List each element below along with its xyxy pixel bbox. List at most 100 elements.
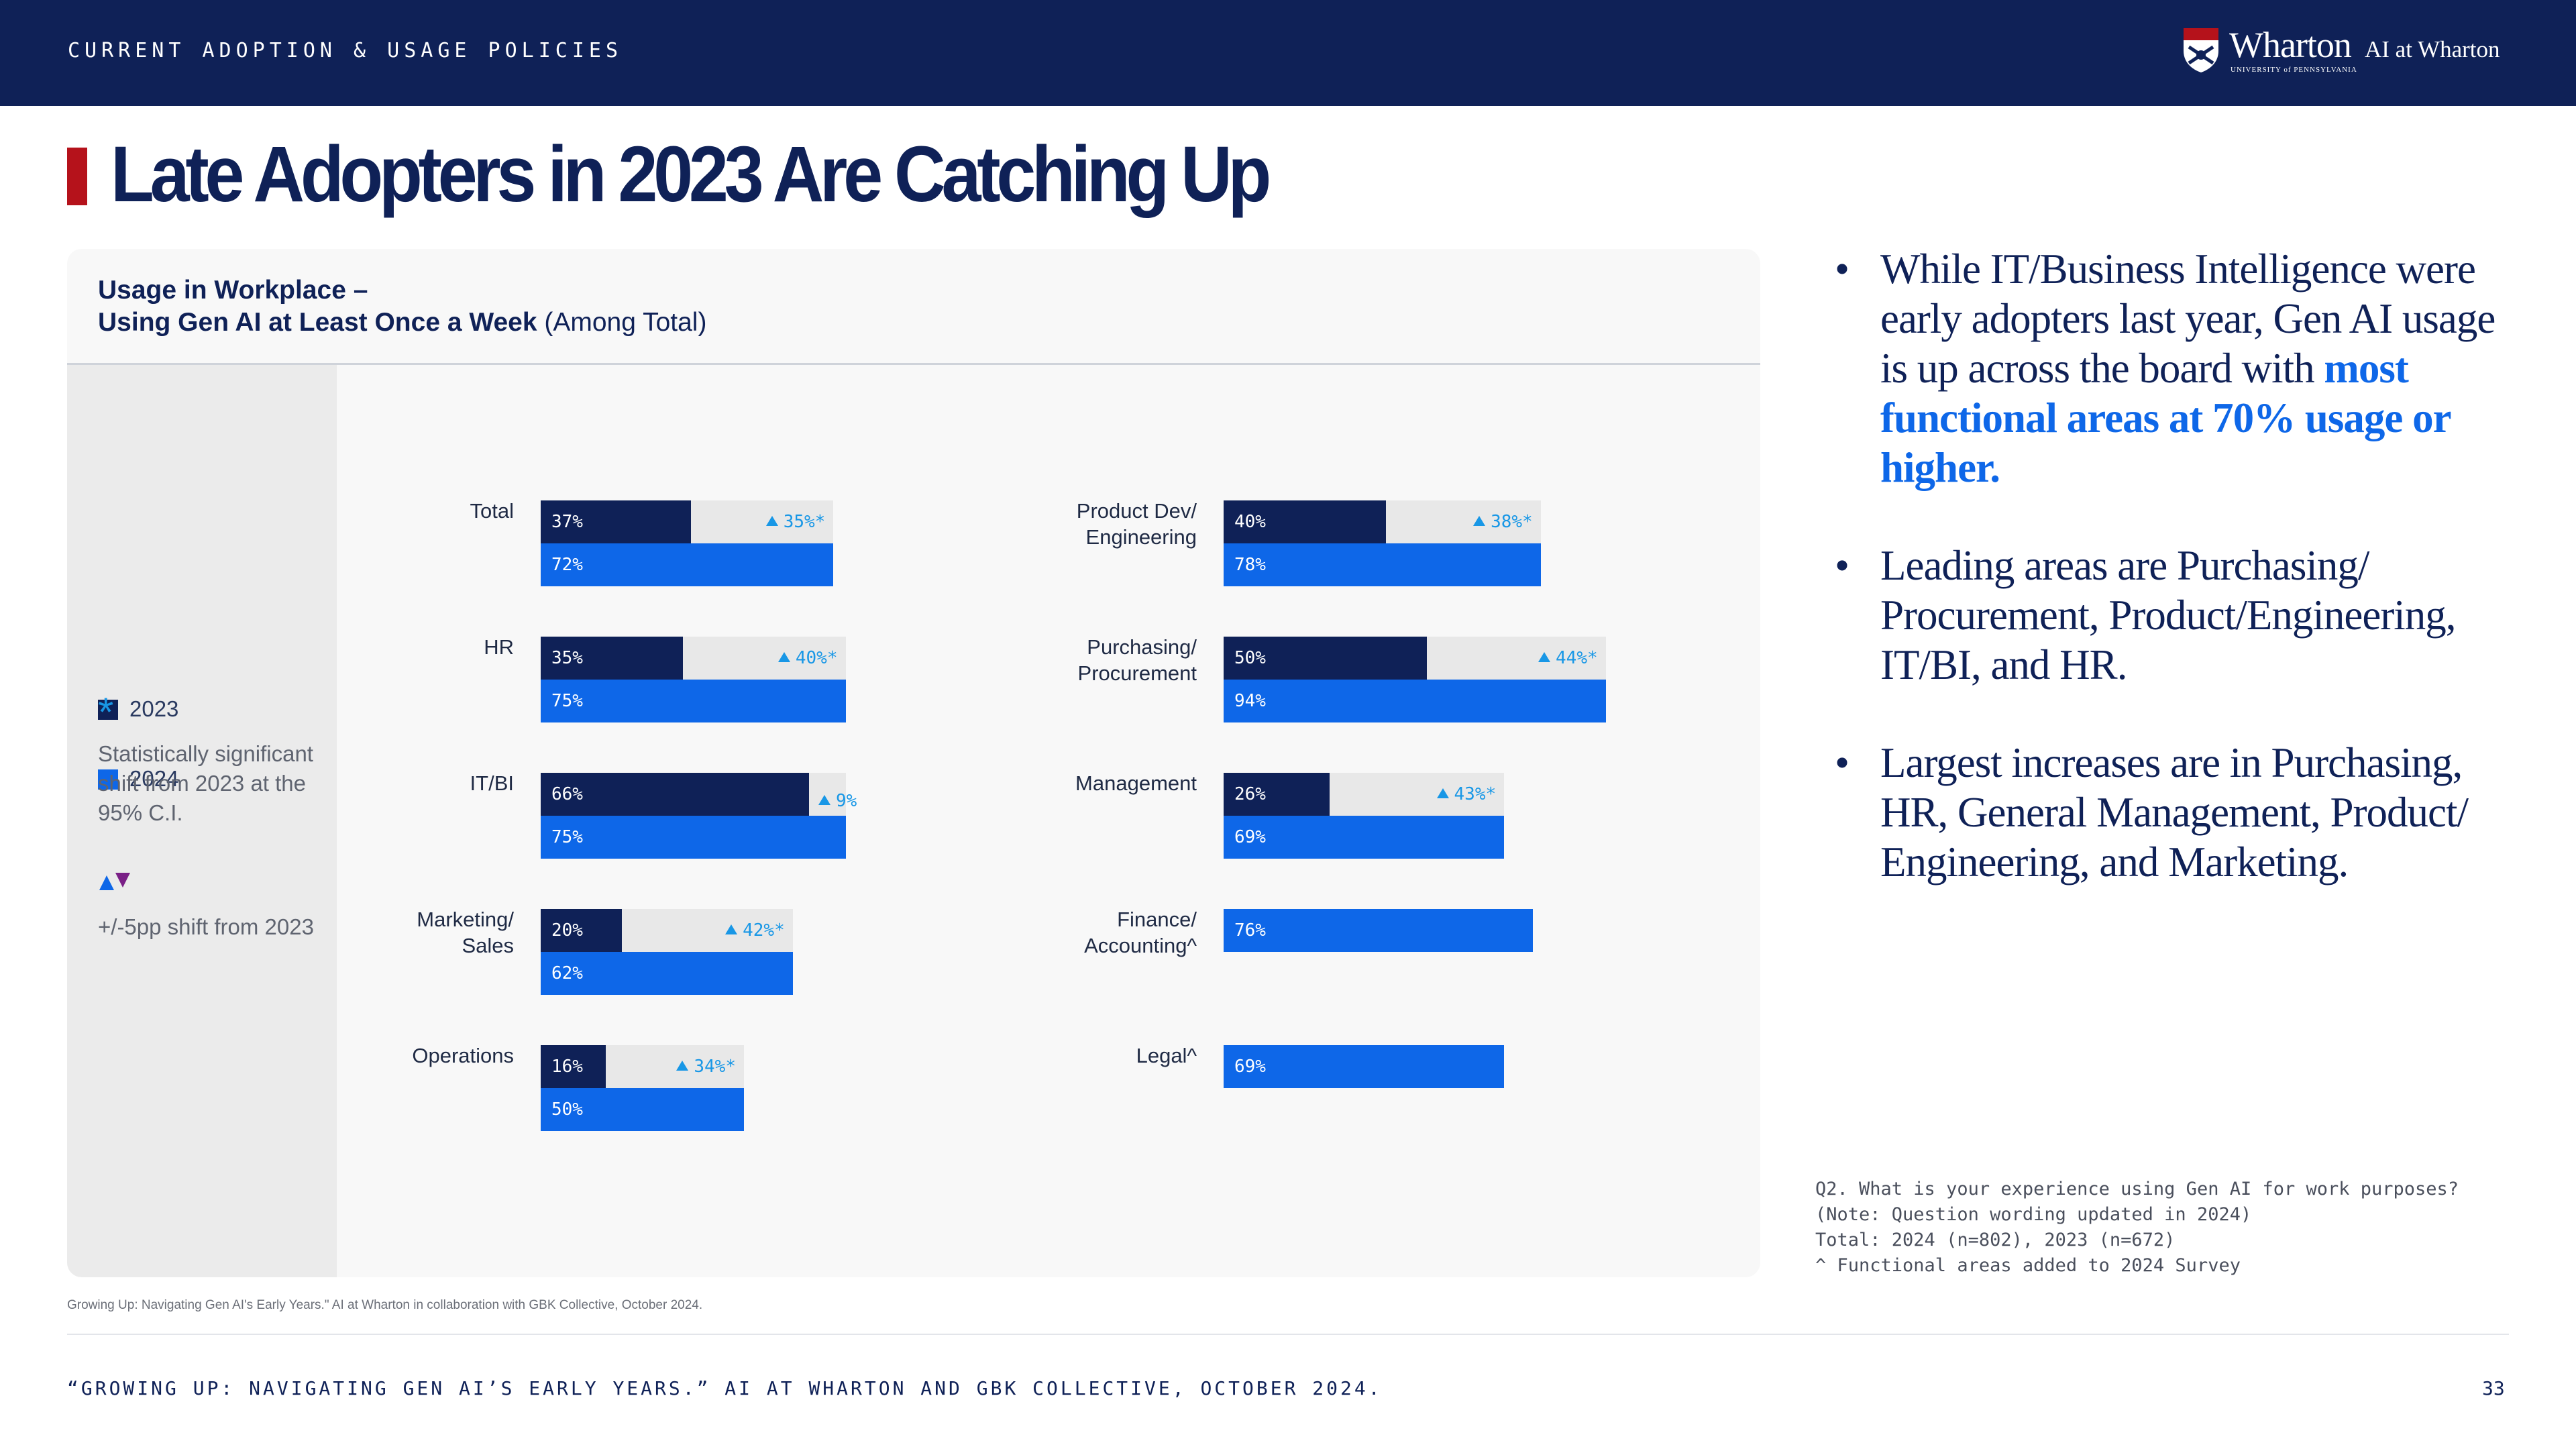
bullet-text: Leading areas are Purchasing/ Procuremen… bbox=[1880, 542, 2457, 688]
bar-value-label-2024: 69% bbox=[1234, 827, 1266, 847]
bar-2024 bbox=[541, 816, 846, 859]
bar-value-label-2024: 78% bbox=[1234, 555, 1266, 575]
shift-label: 40%* bbox=[777, 637, 838, 680]
up-triangle-icon bbox=[777, 652, 790, 662]
up-triangle-icon bbox=[765, 516, 778, 526]
logo-wordmark: Wharton bbox=[2229, 25, 2352, 65]
bar-value-label-2023: 20% bbox=[551, 920, 583, 941]
header-bar: CURRENT ADOPTION & USAGE POLICIES Wharto… bbox=[0, 0, 2576, 106]
survey-footnote: Q2. What is your experience using Gen AI… bbox=[1815, 1179, 2459, 1276]
category-label: Purchasing/ Procurement bbox=[1077, 635, 1197, 685]
category-label: HR bbox=[484, 635, 514, 659]
shift-value: 35%* bbox=[783, 512, 826, 532]
shift-label: 44%* bbox=[1538, 637, 1598, 680]
shift-value: 40%* bbox=[795, 648, 838, 668]
bar-2023 bbox=[541, 773, 809, 816]
penn-shield-icon bbox=[2184, 28, 2218, 72]
slide-title: Late Adopters in 2023 Are Catching Up bbox=[111, 130, 1271, 219]
legend-significance-text: Statistically significant shift from 202… bbox=[98, 741, 313, 825]
source-citation: “GROWING UP: NAVIGATING GEN AI’S EARLY Y… bbox=[67, 1377, 1383, 1399]
footer-divider bbox=[67, 1334, 2509, 1335]
shift-value: 43%* bbox=[1454, 784, 1497, 804]
bar-2023 bbox=[541, 909, 623, 952]
page-number: 33 bbox=[2482, 1377, 2505, 1399]
bar-2024 bbox=[1224, 680, 1606, 722]
bar-2023 bbox=[541, 637, 684, 680]
shift-label: 42%* bbox=[725, 909, 785, 952]
shift-value: 38%* bbox=[1491, 512, 1533, 532]
bullet-text: Largest increases are in Purchasing, HR,… bbox=[1880, 739, 2469, 885]
up-triangle-icon bbox=[725, 924, 738, 934]
bar-2024 bbox=[541, 1088, 744, 1131]
logo-subtext: UNIVERSITY of PENNSYLVANIA bbox=[2231, 66, 2357, 74]
bar-2023 bbox=[1224, 773, 1330, 816]
shift-value: 34%* bbox=[694, 1057, 736, 1077]
shift-value: 9% bbox=[835, 791, 857, 811]
category-label: Marketing/ Sales bbox=[417, 908, 514, 957]
up-triangle-icon bbox=[676, 1061, 689, 1071]
bullet-emphasis: most functional areas at 70% usage or hi… bbox=[1880, 345, 2451, 491]
category-label: Legal^ bbox=[1136, 1044, 1197, 1067]
bar-value-label-2023: 66% bbox=[551, 784, 583, 804]
up-triangle-icon bbox=[1436, 788, 1449, 798]
bar-value-label-2023: 35% bbox=[551, 648, 583, 668]
bullet-dot: • bbox=[1835, 739, 1849, 786]
section-label: CURRENT ADOPTION & USAGE POLICIES bbox=[68, 39, 623, 62]
bar-value-label-2023: 50% bbox=[1234, 648, 1266, 668]
bar-2024 bbox=[541, 543, 834, 586]
bar-value-label-2024: 69% bbox=[1234, 1057, 1266, 1077]
shift-label: 34%* bbox=[676, 1045, 736, 1088]
up-triangle-icon bbox=[818, 795, 830, 805]
legend-swatch-2023 bbox=[98, 700, 118, 720]
insight-bullets: • While IT/Business Intelligence were ea… bbox=[1835, 244, 2526, 935]
bar-value-label-2024: 75% bbox=[551, 827, 583, 847]
bar-value-label-2024: 76% bbox=[1234, 920, 1266, 941]
logo-tag: AI at Wharton bbox=[2365, 36, 2500, 62]
chart-title-line1: Usage in Workplace – bbox=[98, 276, 368, 305]
bar-2023 bbox=[1224, 637, 1427, 680]
shift-label: 38%* bbox=[1473, 500, 1533, 543]
shift-triangles-icon bbox=[99, 873, 130, 890]
bar-value-label-2024: 62% bbox=[551, 963, 583, 983]
bar-2024 bbox=[541, 680, 846, 722]
up-triangle-icon bbox=[1538, 652, 1551, 662]
bar-value-label-2023: 26% bbox=[1234, 784, 1266, 804]
bullet-dot: • bbox=[1835, 542, 1849, 589]
legend-label-2024: 2024 bbox=[129, 766, 179, 791]
category-label: Total bbox=[470, 499, 514, 523]
bar-value-label-2023: 40% bbox=[1234, 512, 1266, 532]
chart-source-note: Growing Up: Navigating Gen AI's Early Ye… bbox=[67, 1298, 703, 1312]
shift-label: 9% bbox=[818, 780, 857, 822]
title-accent-bar bbox=[67, 148, 87, 205]
bullet-dot: • bbox=[1835, 246, 1849, 292]
shift-label: 35%* bbox=[765, 500, 826, 543]
bullet-item: • While IT/Business Intelligence were ea… bbox=[1835, 244, 2526, 492]
bar-2023 bbox=[541, 500, 692, 543]
chart-title-bold: Using Gen AI at Least Once a Week bbox=[98, 308, 537, 337]
category-label: Operations bbox=[412, 1044, 514, 1067]
bar-2024 bbox=[1224, 543, 1541, 586]
bar-value-label-2024: 75% bbox=[551, 691, 583, 711]
shift-label: 43%* bbox=[1436, 773, 1497, 816]
bar-value-label-2023: 16% bbox=[551, 1057, 583, 1077]
chart-title-line2: Using Gen AI at Least Once a Week (Among… bbox=[98, 308, 706, 337]
bar-2024 bbox=[1224, 909, 1533, 952]
bar-value-label-2023: 37% bbox=[551, 512, 583, 532]
legend-shift-text: +/-5pp shift from 2023 bbox=[98, 914, 314, 939]
significance-star-icon: * bbox=[98, 690, 114, 735]
legend-swatch-2024 bbox=[98, 769, 118, 790]
legend-panel: 2023 2024 * Statistically significant sh… bbox=[67, 365, 337, 1277]
bar-2024 bbox=[1224, 816, 1505, 859]
chart-title-rest: (Among Total) bbox=[537, 308, 707, 337]
category-label: Product Dev/ Engineering bbox=[1076, 499, 1197, 549]
chart-card: Usage in Workplace – Using Gen AI at Lea… bbox=[67, 249, 1760, 1277]
bar-2023 bbox=[1224, 500, 1387, 543]
category-label: Management bbox=[1075, 771, 1197, 795]
bar-2023 bbox=[541, 1045, 606, 1088]
category-label: Finance/ Accounting^ bbox=[1084, 908, 1197, 957]
chart-header: Usage in Workplace – Using Gen AI at Lea… bbox=[67, 249, 1760, 365]
category-label: IT/BI bbox=[470, 771, 514, 795]
up-triangle-icon bbox=[1473, 516, 1486, 526]
bar-value-label-2024: 50% bbox=[551, 1099, 583, 1120]
